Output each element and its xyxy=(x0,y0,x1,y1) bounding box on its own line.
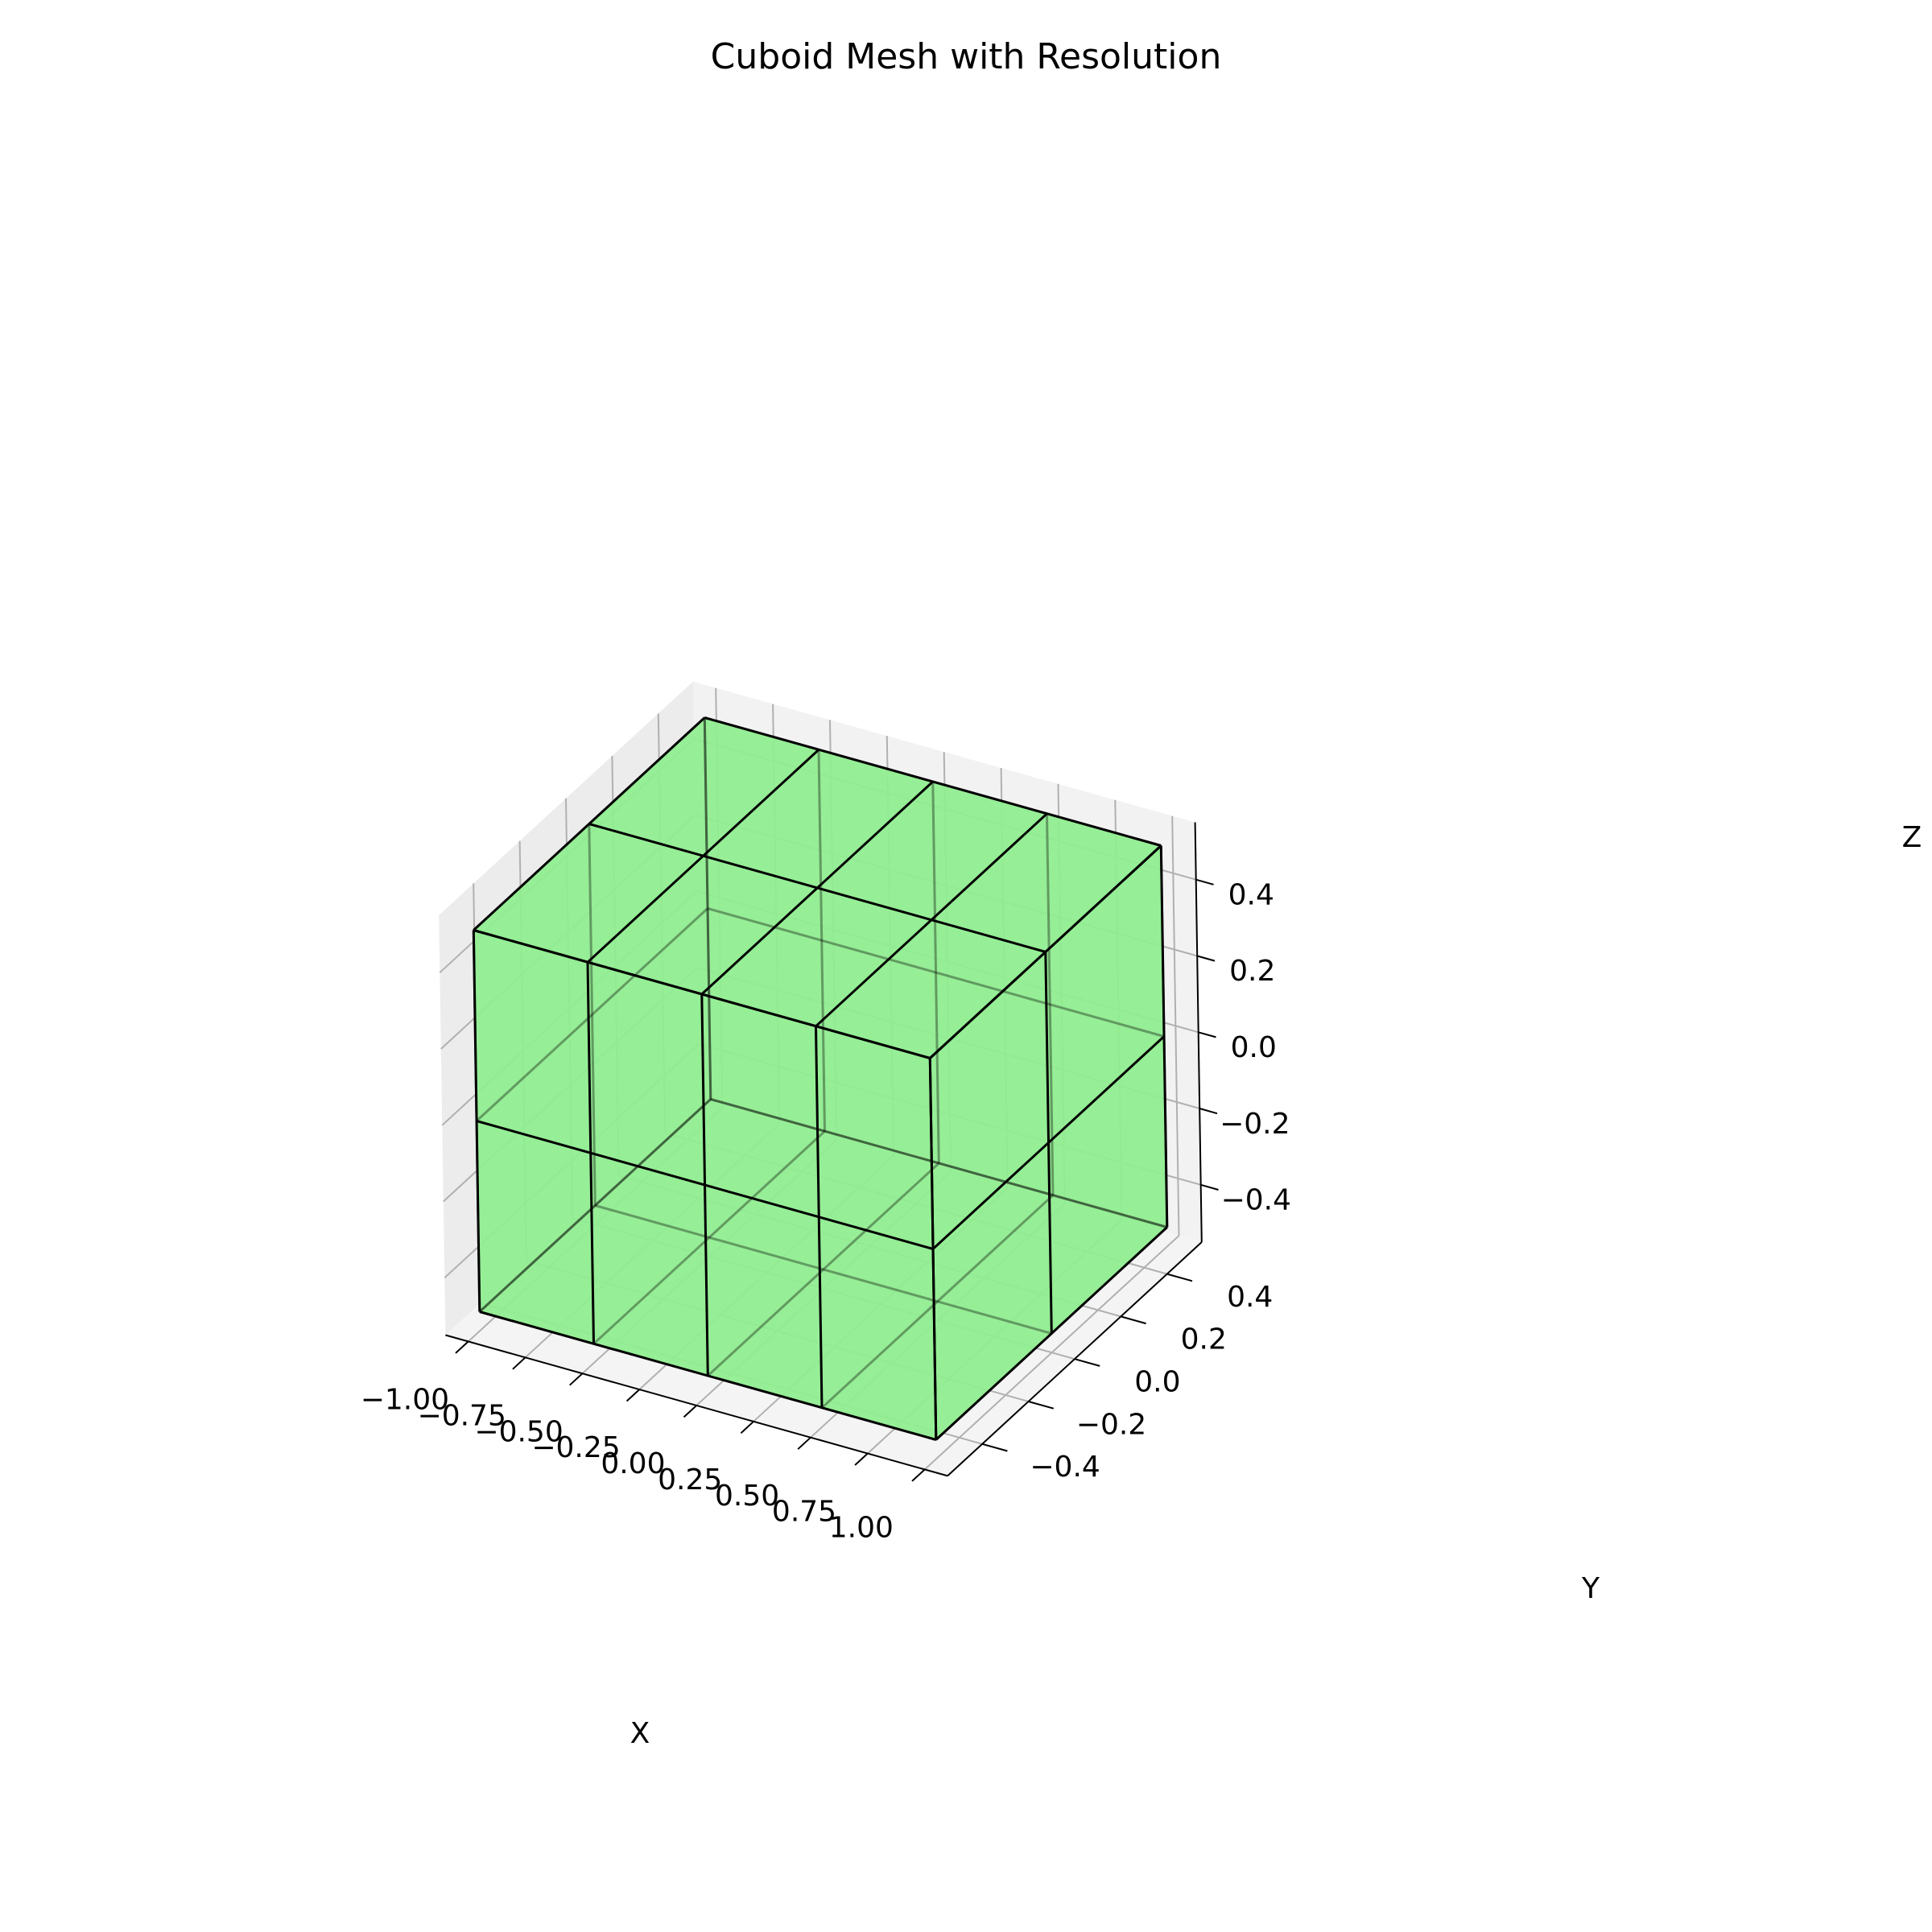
x-tick-label: 0.00 xyxy=(601,1447,665,1480)
y-tick-label: 0.2 xyxy=(1181,1323,1227,1356)
z-tick-label: −0.4 xyxy=(1221,1184,1291,1217)
mesh-edge xyxy=(935,1226,1168,1441)
x-tick xyxy=(911,1468,926,1482)
y-tick xyxy=(1074,1358,1100,1367)
mesh-edge-hidden xyxy=(478,1098,712,1313)
z-tick xyxy=(1200,1183,1219,1191)
y-tick-label: −0.2 xyxy=(1076,1408,1146,1441)
z-tick-label: −0.2 xyxy=(1220,1108,1290,1141)
x-tick xyxy=(512,1356,526,1370)
mesh-edge-hidden xyxy=(703,717,712,1100)
x-tick-label: −1.00 xyxy=(361,1384,449,1417)
tick-marks: −1.00−0.75−0.50−0.250.000.250.500.751.00… xyxy=(361,878,1291,1544)
x-tick xyxy=(854,1452,869,1466)
mesh-edges xyxy=(472,716,1169,1441)
x-tick-label: −0.75 xyxy=(418,1399,506,1432)
mesh-edge-hidden xyxy=(703,717,712,1100)
x-tick xyxy=(740,1421,754,1435)
mesh-edge-hidden xyxy=(588,824,597,1206)
x-tick-label: 0.50 xyxy=(715,1480,779,1513)
mesh-edge-hidden xyxy=(710,1098,1168,1228)
z-tick xyxy=(1199,1108,1218,1115)
mesh-edge-hidden xyxy=(707,1162,940,1377)
mesh-edge-hidden xyxy=(710,1098,1168,1228)
z-tick-label: 0.4 xyxy=(1228,878,1274,911)
mesh-edge-hidden xyxy=(820,1194,1055,1409)
mesh-edge-hidden xyxy=(478,1098,712,1313)
x-tick-label: 1.00 xyxy=(829,1512,894,1545)
x-tick xyxy=(625,1389,641,1402)
y-tick xyxy=(981,1443,1008,1452)
mesh-edge-hidden xyxy=(1046,813,1055,1195)
mesh-edge xyxy=(473,716,706,931)
mesh-edge-hidden xyxy=(592,1130,826,1345)
x-tick-label: 0.75 xyxy=(772,1496,836,1529)
mesh-edge xyxy=(476,1120,934,1250)
y-axis-line xyxy=(947,1241,1203,1477)
mesh-edge-hidden xyxy=(931,781,940,1164)
y-tick xyxy=(1121,1315,1146,1325)
mesh-edge xyxy=(588,823,1046,953)
z-tick-label: 0.2 xyxy=(1229,955,1275,988)
x-tick xyxy=(797,1436,811,1450)
mesh-faces xyxy=(473,717,1167,1440)
mesh-edge-hidden xyxy=(817,749,826,1132)
x-tick xyxy=(455,1340,469,1354)
chart-title: Cuboid Mesh with Resolution xyxy=(711,36,1222,77)
mesh-edge-hidden xyxy=(475,907,709,1122)
z-tick xyxy=(1195,878,1214,886)
mesh-edge xyxy=(931,1035,1166,1250)
y-tick-label: 0.0 xyxy=(1134,1366,1180,1399)
mesh-edge-hidden xyxy=(594,1204,1052,1335)
mesh-edge xyxy=(1159,845,1169,1228)
z-axis-line xyxy=(1194,822,1203,1243)
mesh-edge xyxy=(704,716,1162,847)
z-tick-label: 0.0 xyxy=(1231,1031,1277,1064)
mesh-edge xyxy=(473,929,931,1059)
x-tick xyxy=(683,1405,697,1418)
z-axis-label: Z xyxy=(1902,821,1922,854)
y-tick xyxy=(1166,1273,1193,1282)
x-tick-label: −0.25 xyxy=(531,1431,620,1464)
z-tick xyxy=(1198,1031,1216,1038)
mesh-edge xyxy=(479,1311,937,1441)
y-tick-label: −0.4 xyxy=(1030,1451,1100,1484)
mesh-edge-hidden xyxy=(707,907,1165,1038)
x-tick-label: 0.25 xyxy=(658,1463,722,1496)
x-tick-label: −0.50 xyxy=(474,1415,563,1448)
x-axis-label: X xyxy=(630,1717,650,1750)
mesh-edge xyxy=(929,844,1162,1059)
x-tick xyxy=(569,1373,584,1386)
y-tick xyxy=(1028,1401,1055,1410)
y-tick-label: 0.4 xyxy=(1227,1281,1273,1314)
y-axis-label: Y xyxy=(1581,1572,1600,1605)
z-tick xyxy=(1196,955,1216,962)
